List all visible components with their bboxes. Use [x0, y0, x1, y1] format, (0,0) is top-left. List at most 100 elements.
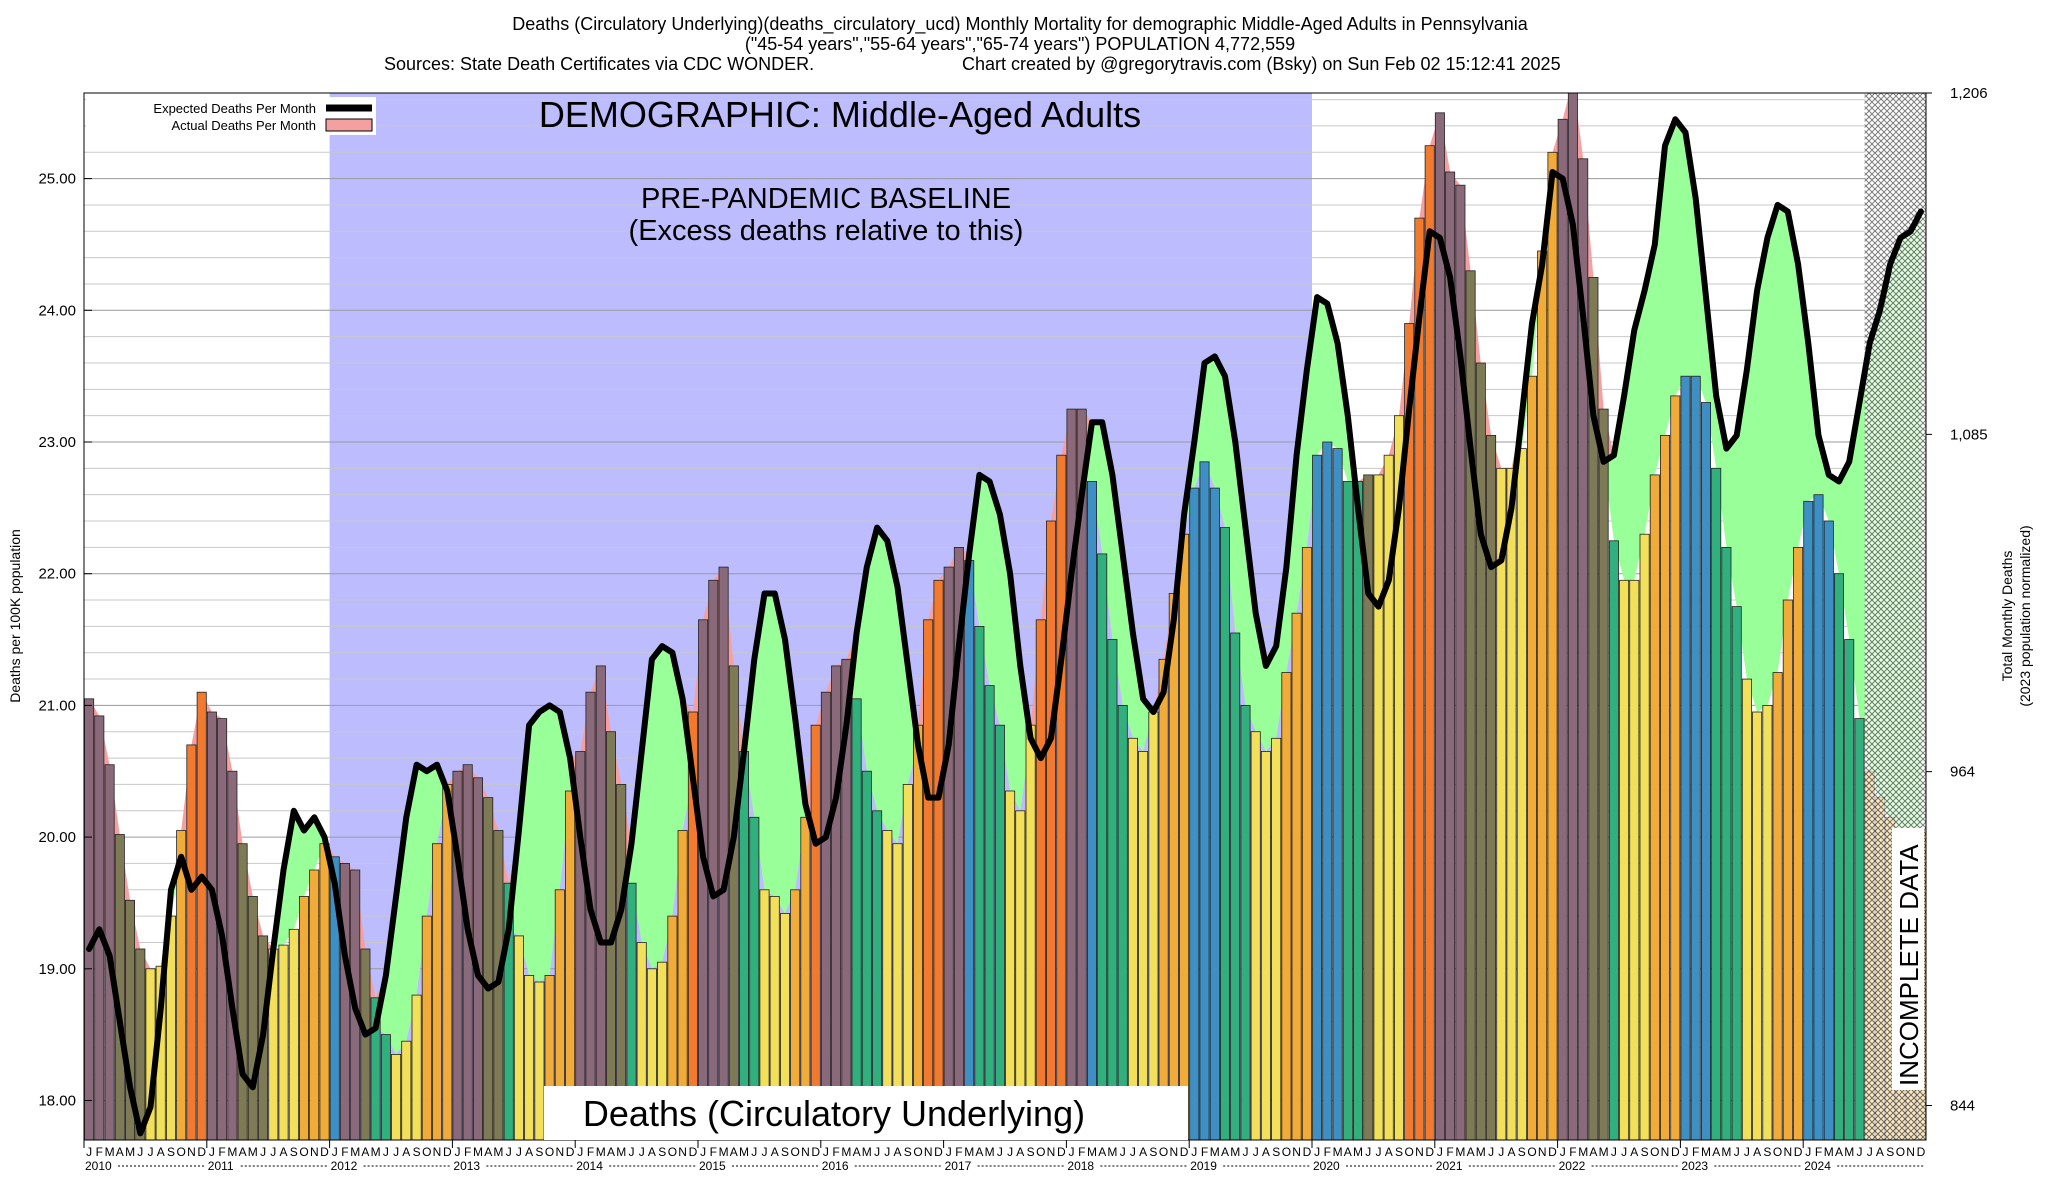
x-month-label: M	[1701, 1145, 1711, 1159]
x-month-label: J	[1560, 1145, 1566, 1159]
x-month-label: J	[1376, 1145, 1382, 1159]
x-month-label: J	[1611, 1145, 1617, 1159]
x-month-label: J	[1253, 1145, 1259, 1159]
x-year-label: 2014	[576, 1159, 603, 1173]
x-month-label: O	[545, 1145, 554, 1159]
bar-2011-4	[237, 843, 248, 1140]
incomplete-data-label: INCOMPLETE DATA	[1894, 844, 1924, 1086]
x-month-label: M	[1476, 1145, 1486, 1159]
bar-2011-12	[319, 843, 330, 1140]
x-month-label: F	[341, 1145, 348, 1159]
x-month-label: J	[332, 1145, 338, 1159]
x-month-label: A	[607, 1145, 615, 1159]
x-month-label: J	[629, 1145, 635, 1159]
bar-2023-8	[1752, 711, 1763, 1140]
x-month-label: N	[310, 1145, 319, 1159]
x-month-label: D	[1057, 1145, 1066, 1159]
bar-2013-7	[513, 935, 524, 1140]
bar-2019-12	[1301, 547, 1312, 1140]
bar-2011-1	[206, 711, 217, 1140]
x-month-label: S	[1886, 1145, 1894, 1159]
bar-2012-9	[411, 994, 422, 1140]
x-month-label: J	[1683, 1145, 1689, 1159]
bar-2021-9	[1516, 448, 1527, 1140]
x-month-label: A	[893, 1145, 901, 1159]
bar-2019-9	[1271, 737, 1282, 1140]
bar-2010-12	[196, 691, 207, 1140]
bar-2023-3	[1701, 402, 1712, 1140]
x-month-label: J	[455, 1145, 461, 1159]
chart-title-line-2: ("45-54 years","55-64 years","65-74 year…	[745, 34, 1295, 54]
x-month-label: O	[1036, 1145, 1045, 1159]
y-tick-label: 23.00	[38, 434, 76, 451]
x-month-label: D	[566, 1145, 575, 1159]
x-month-label: A	[1016, 1145, 1024, 1159]
x-month-label: A	[1835, 1145, 1843, 1159]
bar-2022-9	[1639, 533, 1650, 1140]
bar-2015-3	[718, 566, 729, 1140]
bar-2023-12	[1793, 547, 1804, 1140]
x-month-label: D	[1425, 1145, 1434, 1159]
x-month-label: M	[105, 1145, 115, 1159]
bar-2016-11	[923, 619, 934, 1140]
bar-2014-11	[677, 830, 688, 1140]
x-month-label: N	[1906, 1145, 1915, 1159]
bar-2012-8	[401, 1040, 412, 1140]
y-tick-label: 21.00	[38, 697, 76, 714]
x-month-label: M	[473, 1145, 483, 1159]
bar-2021-6	[1486, 434, 1497, 1140]
x-month-label: O	[1282, 1145, 1291, 1159]
bar-2012-12	[442, 784, 453, 1140]
x-month-label: S	[1763, 1145, 1771, 1159]
bar-2018-12	[1179, 533, 1190, 1140]
x-month-label: N	[924, 1145, 933, 1159]
x-month-label: N	[1415, 1145, 1424, 1159]
bar-2020-4	[1342, 481, 1353, 1140]
x-month-label: O	[1773, 1145, 1782, 1159]
bar-2021-2	[1445, 171, 1456, 1140]
x-month-label: M	[862, 1145, 872, 1159]
bar-2014-3	[595, 665, 606, 1140]
x-month-label: S	[1149, 1145, 1157, 1159]
x-month-label: S	[1395, 1145, 1403, 1159]
bar-2017-3	[964, 560, 975, 1140]
x-month-label: N	[678, 1145, 687, 1159]
baseline-label: PRE-PANDEMIC BASELINE	[641, 183, 1011, 215]
x-month-label: J	[1488, 1145, 1494, 1159]
x-month-label: M	[1721, 1145, 1731, 1159]
x-month-label: J	[1130, 1145, 1136, 1159]
x-month-label: M	[227, 1145, 237, 1159]
bar-2016-4	[851, 698, 862, 1140]
bar-2011-8	[278, 944, 289, 1140]
x-month-label: D	[1794, 1145, 1803, 1159]
bar-2017-5	[984, 685, 995, 1140]
x-month-label: F	[1201, 1145, 1208, 1159]
bar-2017-7	[1005, 790, 1016, 1140]
x-month-label: M	[371, 1145, 381, 1159]
x-year-label: 2016	[822, 1159, 849, 1173]
bar-2018-1	[1066, 408, 1077, 1140]
bar-2017-10	[1035, 619, 1046, 1140]
chart-credit: Chart created by @gregorytravis.com (Bsk…	[962, 54, 1561, 74]
x-month-label: A	[648, 1145, 656, 1159]
x-month-label: A	[853, 1145, 861, 1159]
x-month-label: S	[413, 1145, 421, 1159]
bar-2012-1	[329, 856, 340, 1140]
bar-2012-2	[339, 863, 350, 1140]
x-month-label: A	[484, 1145, 492, 1159]
bar-2016-3	[841, 658, 852, 1140]
chart-title-line-1: Deaths (Circulatory Underlying)(deaths_c…	[512, 14, 1528, 35]
x-month-label: J	[1621, 1145, 1627, 1159]
x-month-label: M	[1210, 1145, 1220, 1159]
bar-2021-8	[1506, 467, 1517, 1140]
x-month-label: F	[218, 1145, 225, 1159]
x-month-label: A	[361, 1145, 369, 1159]
x-month-label: F	[1569, 1145, 1576, 1159]
bar-2019-1	[1189, 487, 1200, 1140]
x-month-label: D	[1548, 1145, 1557, 1159]
x-month-label: M	[1353, 1145, 1363, 1159]
x-month-label: N	[187, 1145, 196, 1159]
x-month-label: A	[1589, 1145, 1597, 1159]
x-month-label: J	[700, 1145, 706, 1159]
x-month-label: D	[1180, 1145, 1189, 1159]
